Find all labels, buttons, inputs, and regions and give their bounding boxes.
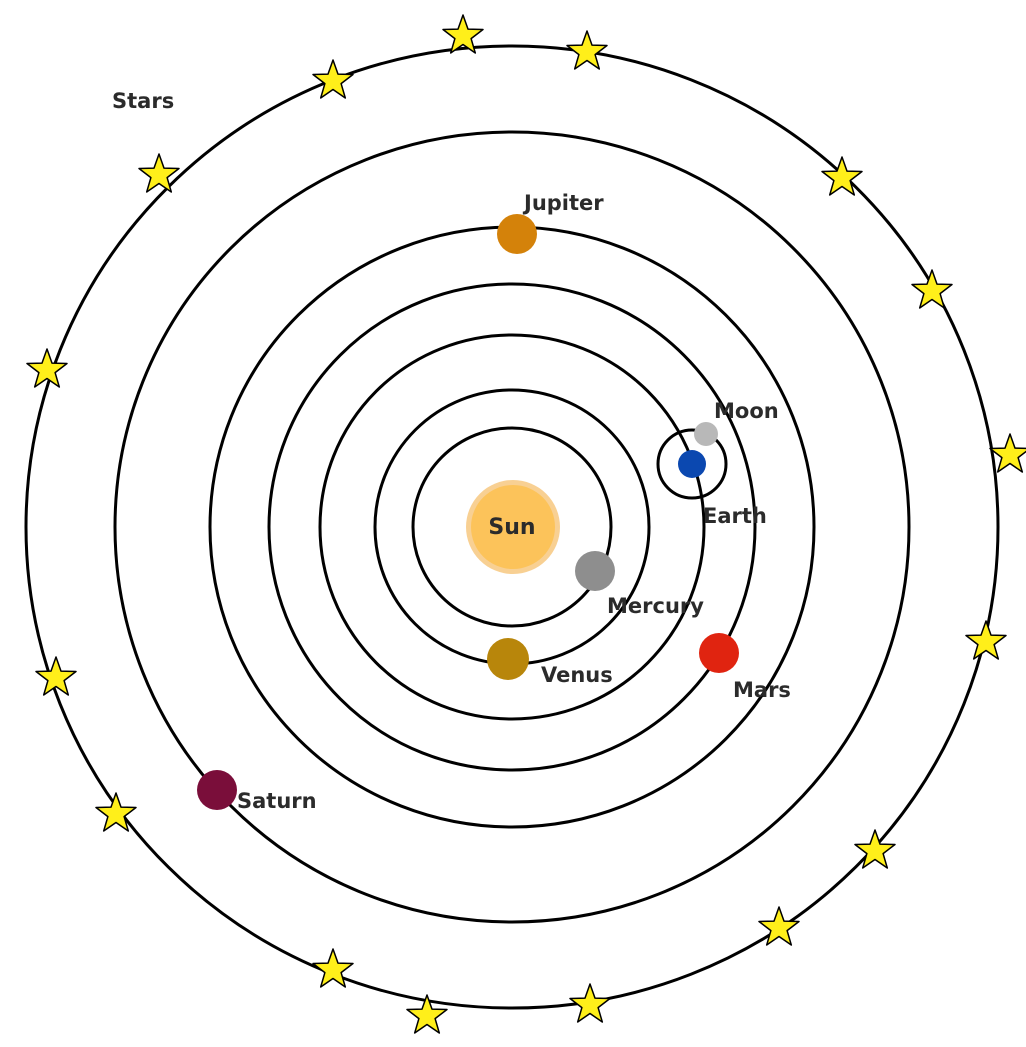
stars-label: Stars	[112, 89, 174, 113]
star-icon	[854, 829, 896, 869]
star-icon	[312, 59, 354, 99]
star-icon	[138, 153, 180, 193]
earth-orbit	[318, 333, 706, 721]
moon-label: Moon	[714, 399, 779, 423]
star-icon	[26, 348, 68, 388]
star-icon	[35, 656, 77, 696]
sun: Sun	[466, 480, 560, 574]
moon-orbit	[656, 428, 728, 500]
stars-orbit	[24, 44, 1000, 1010]
venus-planet	[487, 638, 529, 680]
sun-body	[471, 485, 555, 569]
saturn-orbit	[113, 130, 911, 924]
star-icon	[569, 983, 611, 1023]
saturn-planet	[197, 770, 237, 810]
stars-group	[26, 14, 1026, 1034]
mercury-planet	[575, 551, 615, 591]
star-icon	[911, 269, 953, 309]
star-icon	[821, 156, 863, 196]
star-icon	[442, 14, 484, 54]
saturn-label: Saturn	[237, 789, 317, 813]
star-icon	[312, 948, 354, 988]
star-icon	[965, 620, 1007, 660]
mars-planet	[699, 633, 739, 673]
mars-label: Mars	[733, 678, 791, 702]
mercury-orbit	[411, 426, 613, 628]
star-icon	[566, 30, 608, 70]
venus-label: Venus	[541, 663, 613, 687]
jupiter-planet	[497, 214, 537, 254]
earth-label: Earth	[703, 504, 767, 528]
star-icon	[758, 906, 800, 946]
moon-body	[694, 422, 718, 446]
mars-orbit	[267, 282, 757, 772]
jupiter-label: Jupiter	[522, 191, 604, 215]
sun-label: Sun	[488, 515, 535, 540]
star-icon	[989, 433, 1026, 473]
star-icon	[406, 994, 448, 1034]
mercury-label: Mercury	[607, 594, 704, 618]
earth-planet	[678, 450, 706, 478]
star-icon	[95, 792, 137, 832]
